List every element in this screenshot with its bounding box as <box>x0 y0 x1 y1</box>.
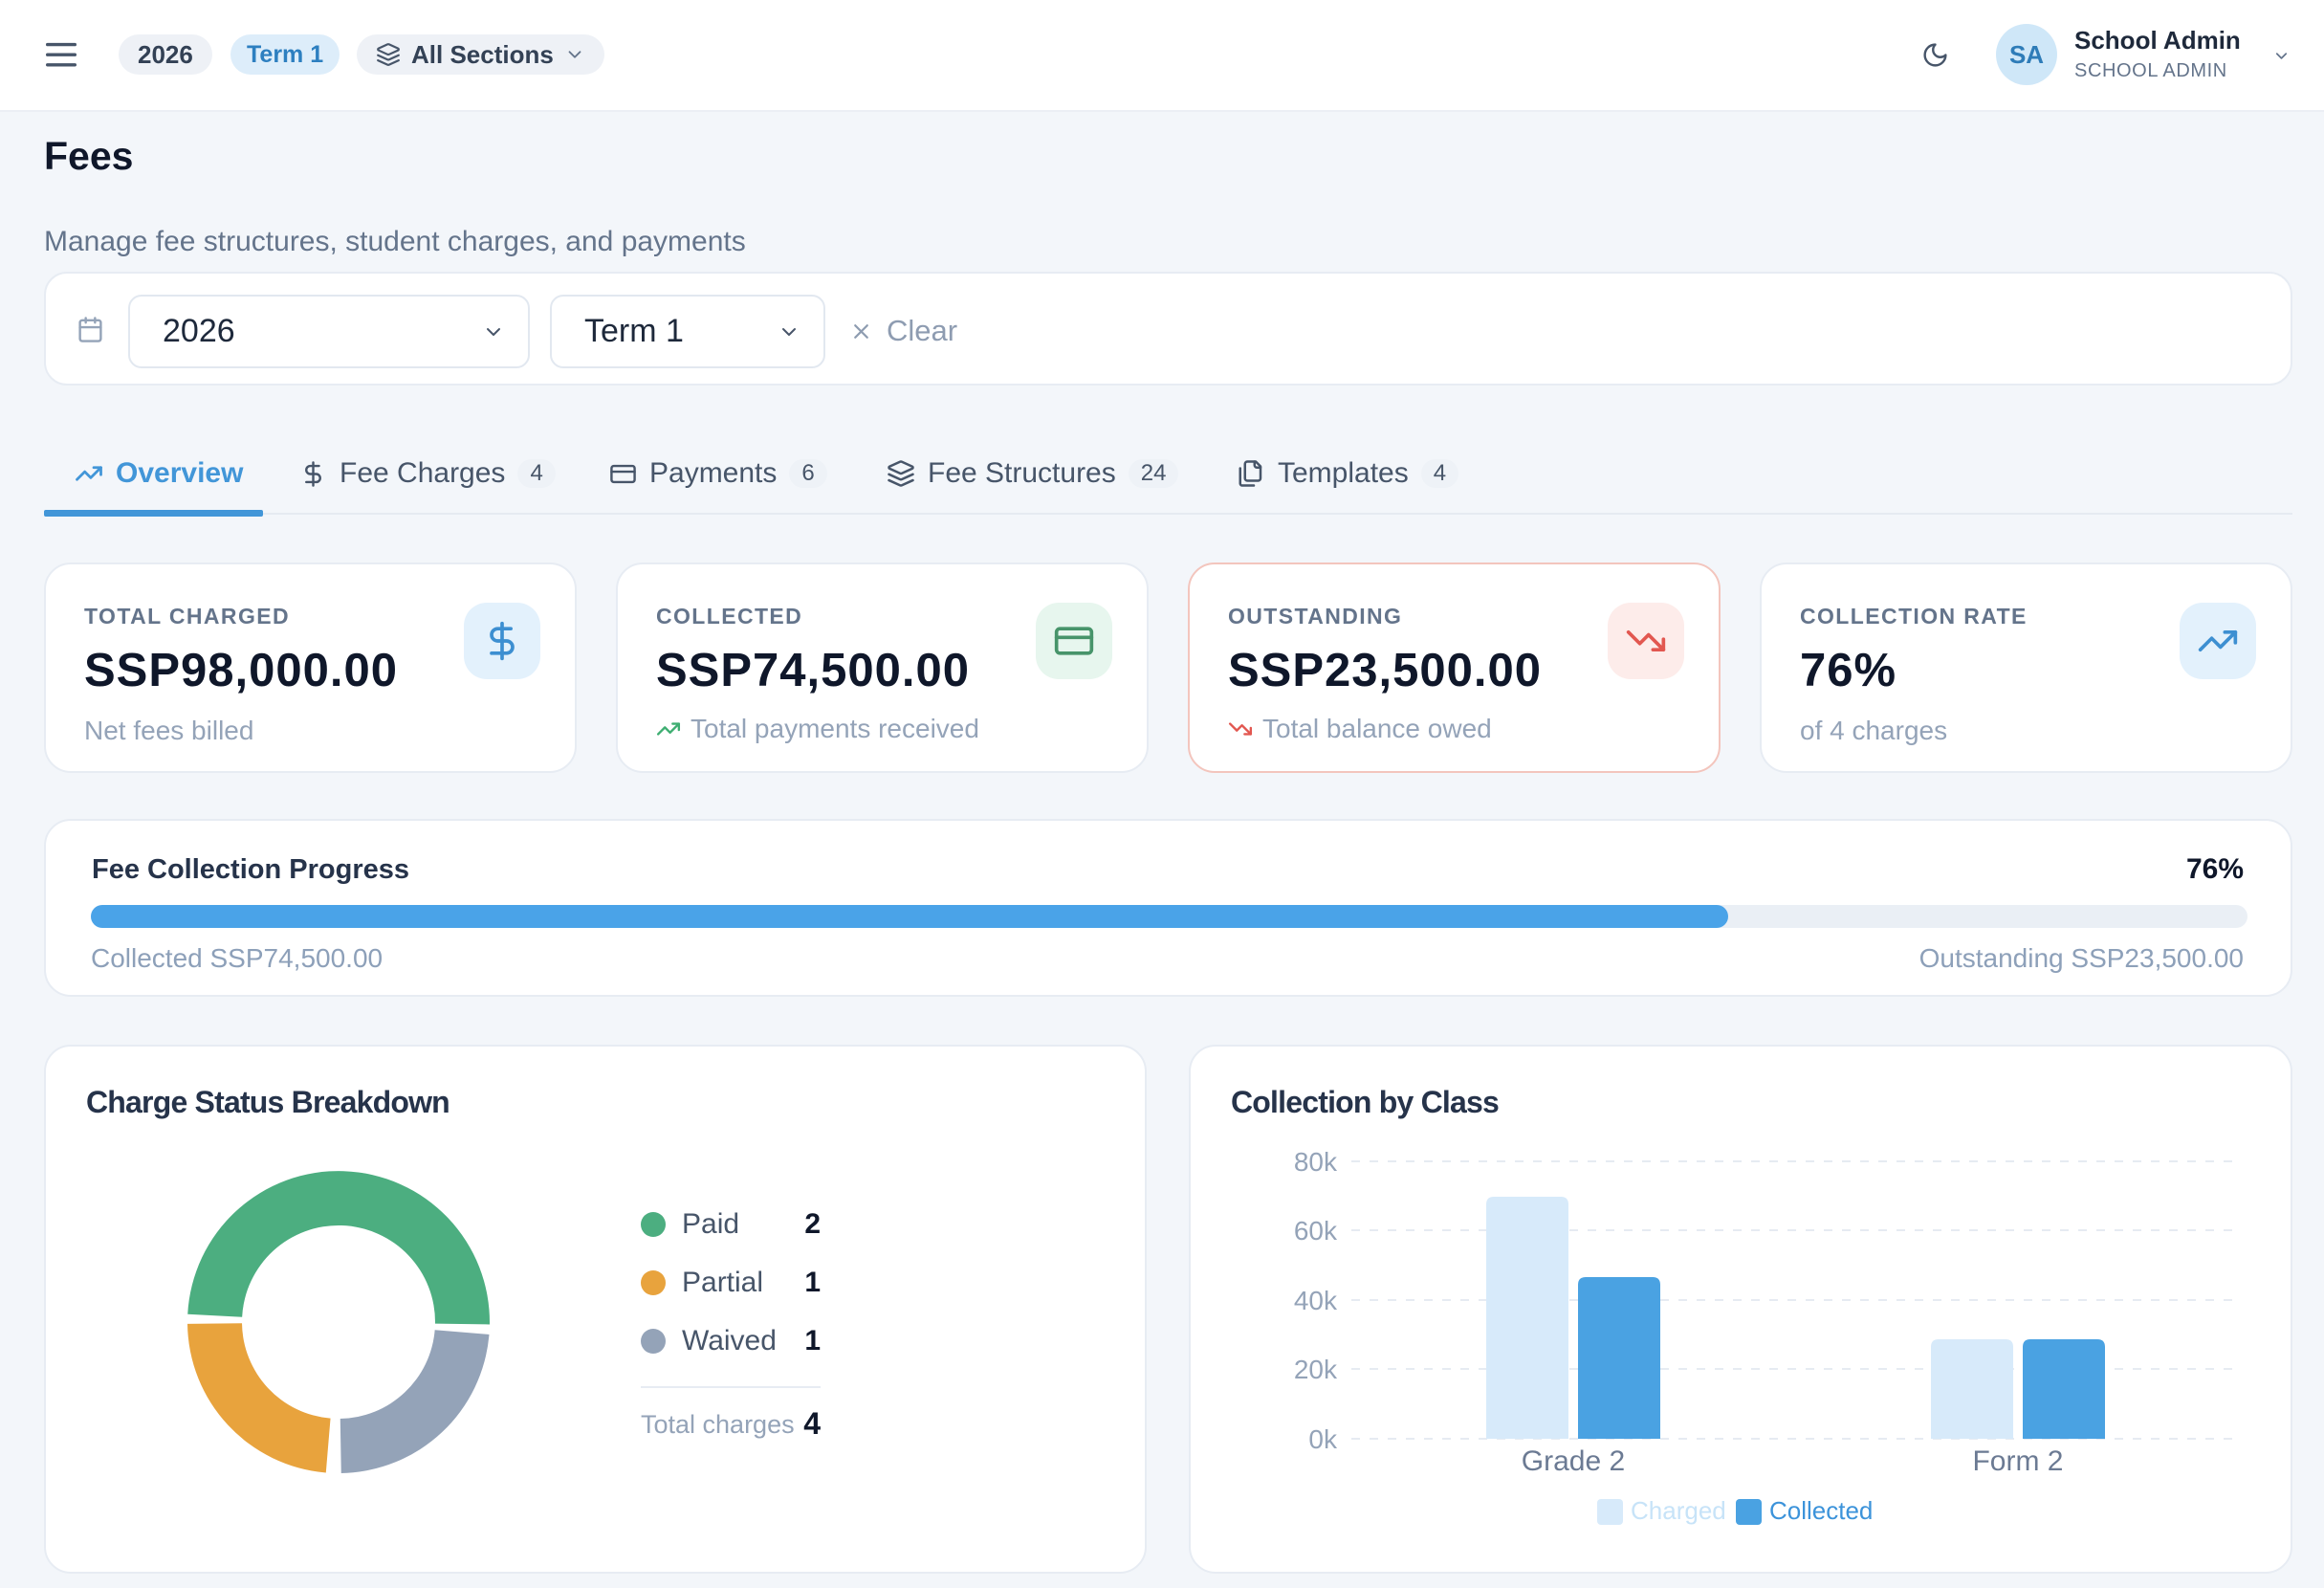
svg-text:Form 2: Form 2 <box>1972 1445 2063 1477</box>
svg-text:60k: 60k <box>1294 1216 1338 1246</box>
svg-text:Charged: Charged <box>1631 1496 1726 1525</box>
svg-text:Collected: Collected <box>1769 1496 1873 1525</box>
svg-text:0k: 0k <box>1308 1424 1338 1454</box>
svg-text:80k: 80k <box>1294 1147 1338 1177</box>
svg-text:20k: 20k <box>1294 1355 1338 1384</box>
svg-text:40k: 40k <box>1294 1286 1338 1315</box>
svg-text:Grade 2: Grade 2 <box>1522 1445 1625 1477</box>
